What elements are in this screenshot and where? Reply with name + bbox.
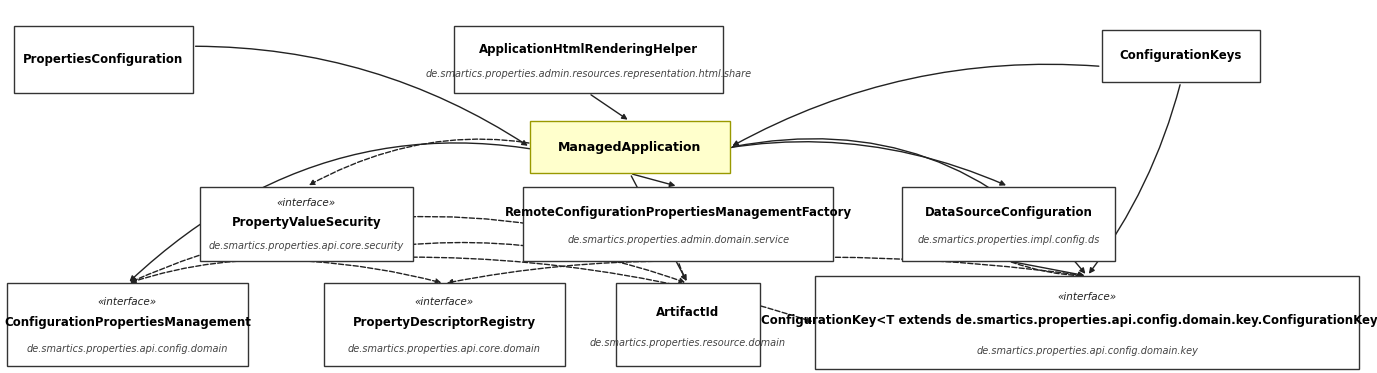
Text: ConfigurationPropertiesManagement: ConfigurationPropertiesManagement (4, 316, 251, 329)
Text: de.smartics.properties.admin.domain.service: de.smartics.properties.admin.domain.serv… (567, 235, 789, 245)
Text: «interface»: «interface» (277, 198, 336, 208)
FancyArrowPatch shape (310, 261, 439, 283)
FancyArrowPatch shape (679, 264, 686, 280)
Text: ApplicationHtmlRenderingHelper: ApplicationHtmlRenderingHelper (479, 43, 698, 56)
FancyBboxPatch shape (1102, 30, 1260, 82)
FancyArrowPatch shape (131, 216, 676, 282)
Text: ArtifactId: ArtifactId (657, 306, 719, 319)
Text: de.smartics.properties.api.core.security: de.smartics.properties.api.core.security (209, 241, 403, 251)
FancyArrowPatch shape (682, 257, 1082, 277)
Text: PropertyValueSecurity: PropertyValueSecurity (231, 216, 381, 229)
FancyBboxPatch shape (523, 186, 833, 261)
FancyBboxPatch shape (200, 186, 413, 261)
FancyArrowPatch shape (131, 143, 628, 280)
FancyArrowPatch shape (631, 176, 686, 280)
Text: ManagedApplication: ManagedApplication (558, 141, 702, 154)
Text: PropertiesConfiguration: PropertiesConfiguration (23, 53, 183, 66)
Text: de.smartics.properties.api.config.domain: de.smartics.properties.api.config.domain (26, 344, 229, 354)
FancyBboxPatch shape (14, 26, 193, 93)
FancyArrowPatch shape (131, 260, 303, 283)
FancyArrowPatch shape (196, 46, 526, 145)
FancyArrowPatch shape (310, 257, 811, 322)
Text: DataSourceConfiguration: DataSourceConfiguration (925, 206, 1092, 219)
Text: de.smartics.properties.api.core.domain: de.smartics.properties.api.core.domain (347, 344, 541, 354)
FancyBboxPatch shape (7, 283, 248, 366)
Text: «interface»: «interface» (98, 297, 157, 307)
Text: «interface»: «interface» (1058, 292, 1117, 301)
FancyBboxPatch shape (454, 26, 723, 93)
Text: de.smartics.properties.api.config.domain.key: de.smartics.properties.api.config.domain… (976, 346, 1198, 355)
FancyArrowPatch shape (308, 242, 684, 283)
Text: PropertyDescriptorRegistry: PropertyDescriptorRegistry (353, 316, 536, 329)
FancyArrowPatch shape (1011, 262, 1082, 278)
FancyBboxPatch shape (616, 283, 760, 366)
FancyArrowPatch shape (1011, 261, 1082, 276)
Text: ConfigurationKey<T extends de.smartics.properties.api.config.domain.key.Configur: ConfigurationKey<T extends de.smartics.p… (760, 314, 1377, 327)
Text: «interface»: «interface» (414, 297, 474, 307)
FancyArrowPatch shape (310, 139, 628, 184)
FancyBboxPatch shape (902, 186, 1115, 261)
FancyBboxPatch shape (530, 121, 730, 173)
FancyArrowPatch shape (449, 261, 675, 284)
FancyArrowPatch shape (632, 142, 1005, 185)
Text: de.smartics.properties.admin.resources.representation.html.share: de.smartics.properties.admin.resources.r… (425, 69, 752, 79)
FancyArrowPatch shape (734, 64, 1099, 145)
FancyArrowPatch shape (1089, 85, 1180, 273)
FancyBboxPatch shape (815, 276, 1359, 369)
FancyArrowPatch shape (591, 95, 627, 119)
Text: ConfigurationKeys: ConfigurationKeys (1120, 50, 1242, 62)
Text: RemoteConfigurationPropertiesManagementFactory: RemoteConfigurationPropertiesManagementF… (504, 206, 852, 219)
FancyArrowPatch shape (632, 174, 673, 186)
FancyArrowPatch shape (733, 139, 1085, 273)
FancyBboxPatch shape (324, 283, 565, 366)
Text: de.smartics.properties.impl.config.ds: de.smartics.properties.impl.config.ds (917, 235, 1100, 245)
Text: de.smartics.properties.resource.domain: de.smartics.properties.resource.domain (589, 338, 786, 348)
